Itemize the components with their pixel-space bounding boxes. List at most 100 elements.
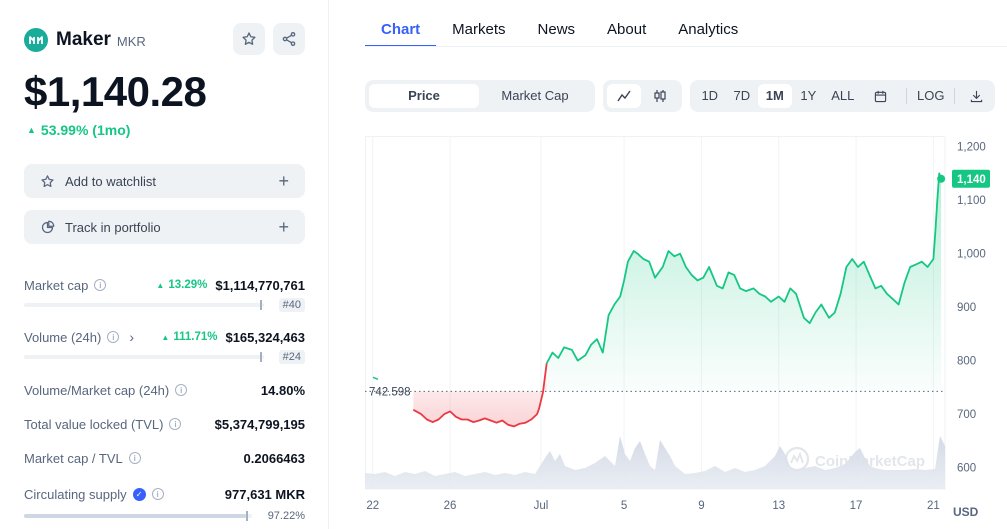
chevron-right-icon[interactable]: › [129,329,134,345]
current-price-badge [952,169,990,188]
stat-value: 14.80% [260,382,305,398]
rank-badge: #24 [278,350,305,364]
stat-tvl: Total value locked (TVL) i $5,374,799,195 [24,415,305,433]
stat-volume-market-cap: Volume/Market cap (24h) i 14.80% [24,381,305,399]
plus-icon: + [278,216,289,237]
current-price-label: 1,140 [957,174,986,186]
info-icon[interactable]: i [175,384,188,396]
coin-info-panel: Maker MKR $1,140.28 ▲ 53.99% (1mo) Add t… [0,0,329,529]
log-scale-button[interactable]: LOG [916,88,945,103]
tab-analytics[interactable]: Analytics [678,21,739,38]
start-tick [372,376,379,381]
price-toggle[interactable]: Price [369,84,479,108]
current-price-dot [937,174,946,183]
verified-badge-icon: ✓ [132,487,146,501]
star-icon [242,32,256,45]
x-tick-label: 5 [621,500,627,512]
info-icon[interactable]: i [169,418,182,430]
stat-market-cap-tvl: Market cap / TVL i 0.2066463 [24,449,305,467]
favorite-button[interactable] [233,23,265,55]
stat-label: Total value locked (TVL) i [24,417,182,432]
info-icon[interactable]: i [128,452,141,464]
star-icon [41,174,54,187]
rank-bar [24,300,264,310]
chart-style-toggle [603,80,682,112]
current-price: $1,140.28 [24,68,207,115]
tab-news[interactable]: News [537,21,576,38]
pie-chart-icon [41,220,55,233]
price-change: ▲ 53.99% (1mo) [27,122,130,138]
range-1y[interactable]: 1Y [800,88,817,103]
stat-value: $1,114,770,761 [215,277,305,293]
share-icon [282,32,296,46]
y-tick-label: 1,200 [957,142,986,154]
volume-area [365,436,945,489]
stat-label: Volume (24h) i › [24,329,134,345]
y-tick-label: 1,000 [957,249,986,261]
x-tick-label: 9 [698,500,704,512]
up-triangle-icon: ▲ [27,125,36,135]
range-1m[interactable]: 1M [758,84,792,108]
y-tick-label: 700 [957,409,976,421]
maker-logo-icon [24,28,48,52]
calendar-icon [874,90,886,102]
chart-type-toggle: Price Market Cap [365,80,595,112]
divider [954,88,956,104]
currency-label: USD [953,505,979,519]
supply-progress-bar [24,511,252,521]
cmc-logo-mark [790,451,804,464]
candlestick-button[interactable] [641,84,678,108]
stat-label: Volume/Market cap (24h) i [24,383,188,398]
range-1d[interactable]: 1D [701,88,719,103]
rank-bar [24,352,264,362]
time-range-selector: 1D 7D 1M 1Y ALL LOG [690,80,995,112]
info-icon[interactable]: i [94,279,107,291]
tab-about[interactable]: About [607,21,647,38]
date-picker-button[interactable] [861,84,900,108]
y-tick-label: 900 [957,302,976,314]
x-tick-label: 13 [772,500,785,512]
range-all[interactable]: ALL [831,88,855,103]
stat-value: $5,374,799,195 [214,416,305,432]
stat-change: ▲ 111.71% [161,331,218,343]
share-button[interactable] [273,23,305,55]
up-triangle-icon: ▲ [161,333,170,342]
info-icon[interactable]: i [107,331,120,343]
download-button[interactable] [961,84,991,108]
tabs-divider [365,46,1007,47]
x-tick-label: Jul [534,500,549,512]
x-tick-label: 26 [444,500,457,512]
price-change-value: 53.99% (1mo) [40,122,131,138]
download-icon [970,90,982,102]
tab-chart[interactable]: Chart [365,16,437,47]
stat-value: 0.2066463 [243,450,305,466]
stat-change: ▲ 13.29% [156,279,208,291]
stat-label: Market cap i [24,278,107,293]
price-chart[interactable]: CoinMarketCap 742.598 600 700 800 900 1,000 1… [365,136,1007,529]
stat-label: Circulating supply ✓ i [24,487,164,502]
section-tabs: Chart Markets News About Analytics [365,16,754,47]
info-icon[interactable]: i [151,488,164,500]
stat-label: Market cap / TVL i [24,451,141,466]
stat-market-cap: Market cap i ▲ 13.29% $1,114,770,761 #40 [24,276,305,312]
tab-markets[interactable]: Markets [452,21,506,38]
y-tick-label: 600 [957,463,976,475]
down-area [413,363,547,427]
portfolio-label: Track in portfolio [65,219,161,235]
plus-icon: + [278,170,289,191]
x-tick-label: 22 [366,500,379,512]
baseline-label: 742.598 [369,386,411,398]
rank-badge: #40 [278,298,305,312]
range-7d[interactable]: 7D [733,88,751,103]
stat-circulating-supply: Circulating supply ✓ i 977,631 MKR 97.22… [24,485,305,523]
stat-volume: Volume (24h) i › ▲ 111.71% $165,324,463 #24 [24,328,305,364]
price-chart-svg[interactable]: CoinMarketCap 742.598 6007008009001,0001… [365,136,1007,529]
divider [906,88,907,104]
line-chart-button[interactable] [607,84,641,108]
add-to-watchlist-button[interactable]: Add to watchlist + [24,164,305,198]
market-cap-toggle[interactable]: Market Cap [501,88,569,103]
watchlist-label: Add to watchlist [65,173,157,189]
y-tick-label: 800 [957,356,976,368]
track-portfolio-button[interactable]: Track in portfolio + [24,210,305,244]
supply-percent: 97.22% [267,510,305,522]
